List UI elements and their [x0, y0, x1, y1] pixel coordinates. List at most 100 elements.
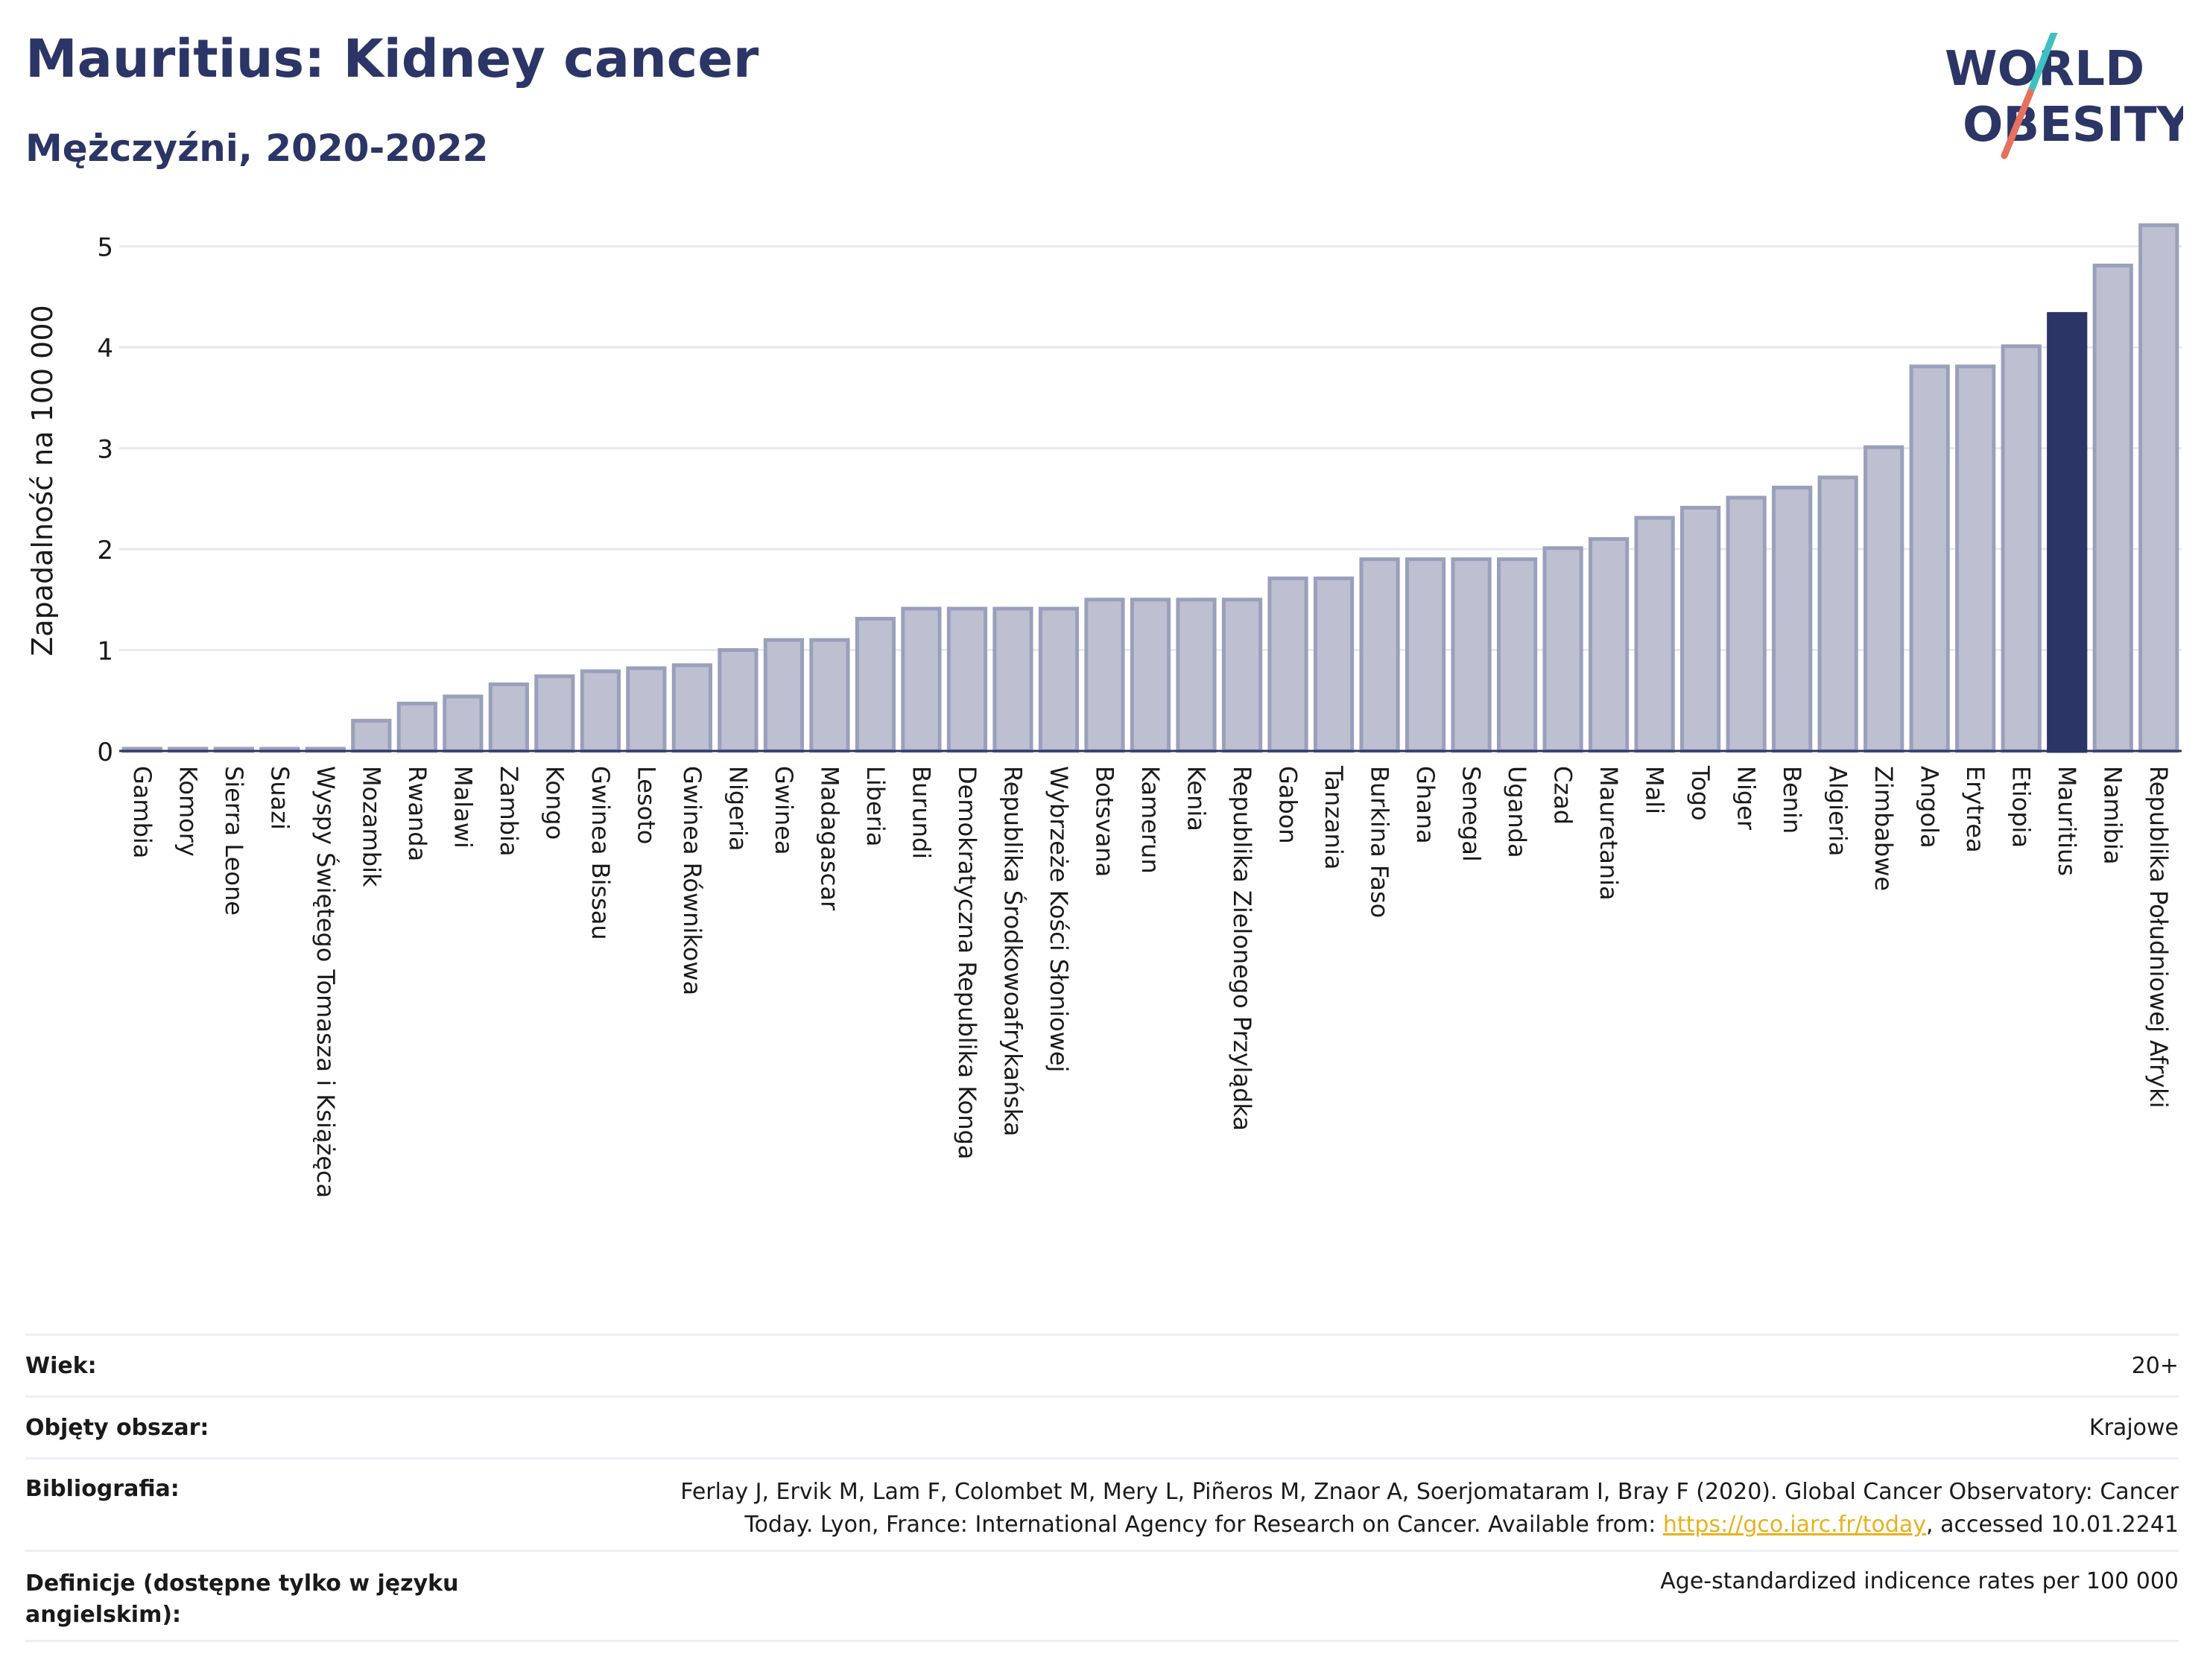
x-tick-label: Benin	[1778, 766, 1806, 834]
x-tick-label: Angola	[1916, 766, 1944, 849]
bar	[1038, 606, 1080, 753]
bar	[1863, 445, 1904, 753]
x-tick-label: Malawi	[449, 766, 477, 849]
x-tick-label: Zambia	[495, 766, 523, 857]
x-tick-label: Gambia	[128, 766, 156, 858]
bar	[1359, 557, 1400, 753]
y-tick-label: 0	[97, 738, 113, 767]
chart-subtitle: Mężczyźni, 2020-2022	[25, 127, 489, 170]
info-row-definitions: Definicje (dostępne tylko w języku angie…	[25, 1550, 2179, 1642]
bar	[1405, 557, 1446, 753]
y-tick-label: 5	[97, 233, 113, 263]
bar	[580, 669, 621, 753]
x-tick-label: Gwinea Równikowa	[678, 766, 706, 995]
y-tick-label: 1	[97, 637, 113, 667]
x-tick-label: Gwinea Bissau	[586, 766, 615, 940]
bar	[443, 694, 484, 753]
bar	[1680, 506, 1721, 753]
bar	[1496, 557, 1538, 753]
x-tick-label: Botsvana	[1090, 766, 1118, 877]
bar	[2092, 263, 2133, 753]
bar	[901, 606, 942, 753]
bar	[488, 682, 529, 753]
x-tick-label: Gabon	[1274, 766, 1302, 844]
axes: 0 1 2 3 4 5 Gambia Komory Sierra Leone Suazi Wyspy…	[97, 233, 2182, 1198]
x-tick-label: Rwanda	[403, 766, 431, 861]
x-tick-label: Wyspy Świętego Tomasza i Książęca	[311, 766, 341, 1198]
bar	[1955, 364, 1996, 753]
bar	[2138, 223, 2179, 753]
x-tick-label: Tanzania	[1320, 765, 1348, 869]
x-tick-label: Etiopia	[2007, 766, 2036, 848]
x-tick-label: Republika Południowej Afryki	[2144, 766, 2173, 1109]
x-tick-label: Lesoto	[632, 766, 660, 844]
x-tick-label: Kamerun	[1136, 766, 1165, 874]
bar	[1909, 364, 1950, 753]
bar	[626, 666, 667, 753]
x-tick-label: Mozambik	[357, 766, 385, 887]
y-tick-label: 4	[97, 334, 113, 364]
chart-title: Mauritius: Kidney cancer	[25, 28, 759, 89]
x-tick-label: Burkina Faso	[1366, 766, 1394, 918]
x-tick-label: Wybrzeże Kości Słoniowej	[1045, 766, 1073, 1072]
x-tick-label: Ghana	[1411, 766, 1440, 844]
bar	[351, 718, 392, 753]
info-label-area: Objęty obszar:	[25, 1414, 209, 1441]
bibliography-line2: Today. Lyon, France: International Agenc…	[680, 1509, 2179, 1541]
bar	[855, 617, 896, 753]
x-tick-label: Liberia	[861, 766, 890, 846]
x-tick-label: Uganda	[1503, 766, 1531, 858]
bar	[1634, 516, 1675, 753]
logo-slash-coral	[2001, 89, 2034, 159]
bar	[946, 606, 988, 753]
bar	[1084, 597, 1125, 753]
bar	[534, 674, 575, 753]
x-tick-label: Zimbabwe	[1869, 766, 1898, 891]
info-table: Wiek: 20+ Objęty obszar: Krajowe Bibliog…	[25, 1334, 2179, 1642]
x-tick-label: Komory	[174, 766, 202, 857]
y-axis-label: Zapadalność na 100 000	[26, 305, 59, 656]
x-tick-label: Sierra Leone	[220, 766, 248, 916]
bar	[1221, 597, 1263, 753]
x-tick-label: Kongo	[540, 766, 569, 840]
logo-slash-teal	[2027, 33, 2058, 96]
logo-line2: OBESITY	[1963, 98, 2183, 153]
x-tick-label: Mali	[1641, 766, 1669, 814]
bibliography-line2-post: , accessed 10.01.2241	[1926, 1512, 2179, 1538]
x-tick-label: Senegal	[1457, 766, 1486, 862]
bar	[1817, 475, 1858, 753]
info-row-age: Wiek: 20+	[25, 1334, 2179, 1395]
bibliography-line2-pre: Today. Lyon, France: International Agenc…	[744, 1512, 1663, 1538]
x-tick-label: Nigeria	[723, 766, 752, 851]
bar	[1176, 597, 1217, 753]
bar	[1772, 485, 1813, 753]
info-value-bibliography: Ferlay J, Ervik M, Lam F, Colombet M, Me…	[680, 1476, 2179, 1541]
bars	[121, 223, 2179, 753]
x-tick-label: Gwinea	[770, 766, 798, 855]
x-tick-label: Kenia	[1182, 766, 1211, 831]
bar	[809, 638, 850, 753]
info-value-age: 20+	[2131, 1352, 2179, 1379]
source-link[interactable]: https://gco.iarc.fr/today	[1662, 1512, 1927, 1538]
info-row-bibliography: Bibliografia: Ferlay J, Ervik M, Lam F, …	[25, 1457, 2179, 1550]
info-value-area: Krajowe	[2089, 1414, 2179, 1441]
bar	[1451, 557, 1492, 753]
x-tick-label: Niger	[1732, 766, 1761, 831]
info-row-area: Objęty obszar: Krajowe	[25, 1395, 2179, 1457]
info-label-bibliography: Bibliografia:	[25, 1476, 180, 1502]
x-tick-label: Togo	[1686, 765, 1714, 821]
bar-highlighted	[2047, 311, 2088, 753]
bar	[1313, 576, 1355, 753]
x-tick-label: Madagascar	[815, 766, 843, 911]
x-tick-label: Republika Zielonego Przylądka	[1228, 766, 1256, 1131]
bar	[671, 663, 712, 753]
info-label-definitions: Definicje (dostępne tylko w języku angie…	[25, 1570, 459, 1628]
bibliography-line1: Ferlay J, Ervik M, Lam F, Colombet M, Me…	[680, 1479, 2179, 1505]
bar	[2001, 344, 2042, 753]
x-tick-label: Czad	[1549, 766, 1577, 825]
bar	[1542, 546, 1583, 753]
bar	[992, 606, 1033, 753]
info-label-age: Wiek:	[25, 1352, 97, 1379]
bar	[1589, 537, 1630, 753]
x-tick-label: Mauritius	[2053, 766, 2081, 876]
